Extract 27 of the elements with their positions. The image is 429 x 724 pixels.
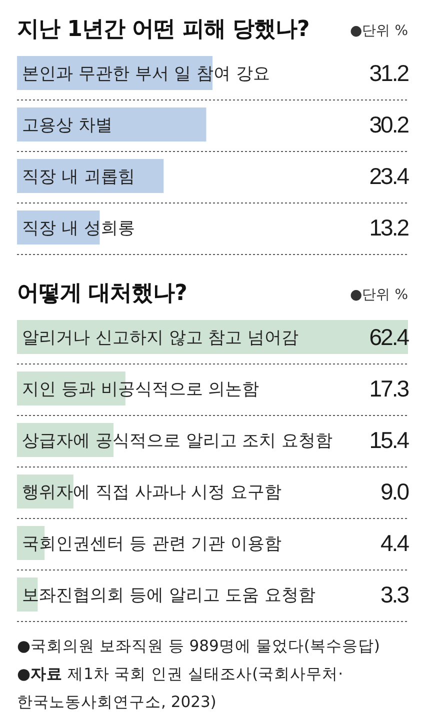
y-tick-label: 직장 내 성희롱 <box>22 218 135 238</box>
data-label: 17.3 <box>369 376 409 402</box>
text: ●자료 제1차 국회 인권 실태조사(국회사무처·한국노동사회연구소, 2023) <box>17 665 344 711</box>
y-tick-label: 보좌진협의회 등에 알리고 도움 요청함 <box>22 586 316 606</box>
data-label: 15.4 <box>369 427 410 453</box>
text: ●단위 % <box>350 287 408 303</box>
text: ●단위 % <box>350 23 408 39</box>
chart-title: 지난 1년간 어떤 피해 당했나? <box>17 17 310 42</box>
y-tick-label: 지인 등과 비공식적으로 의논함 <box>22 380 260 400</box>
y-tick-label: 알리거나 신고하지 않고 참고 넘어감 <box>22 328 299 348</box>
data-label: 31.2 <box>369 60 409 86</box>
y-tick-label: 국회인권센터 등 관련 기관 이용함 <box>22 534 282 554</box>
y-tick-label: 본인과 무관한 부서 일 참여 강요 <box>22 64 270 84</box>
y-tick-label: 상급자에 공식적으로 알리고 조치 요청함 <box>22 431 333 451</box>
data-label: 9.0 <box>380 478 409 504</box>
data-label: 3.3 <box>380 582 409 608</box>
data-label: 13.2 <box>369 214 409 240</box>
y-tick-label: 직장 내 괴롭힘 <box>22 167 135 187</box>
y-tick-label: 행위자에 직접 사과나 시정 요구함 <box>22 482 282 502</box>
text: ●국회의원 보좌직원 등 989명에 물었다(복수응답) <box>17 637 380 655</box>
data-label: 62.4 <box>369 324 410 350</box>
chart-title: 어떻게 대처했나? <box>17 281 187 306</box>
data-label: 4.4 <box>380 530 410 556</box>
y-tick-label: 고용상 차별 <box>22 116 112 136</box>
bar <box>17 108 206 142</box>
data-label: 30.2 <box>369 112 409 138</box>
data-label: 23.4 <box>369 163 410 189</box>
